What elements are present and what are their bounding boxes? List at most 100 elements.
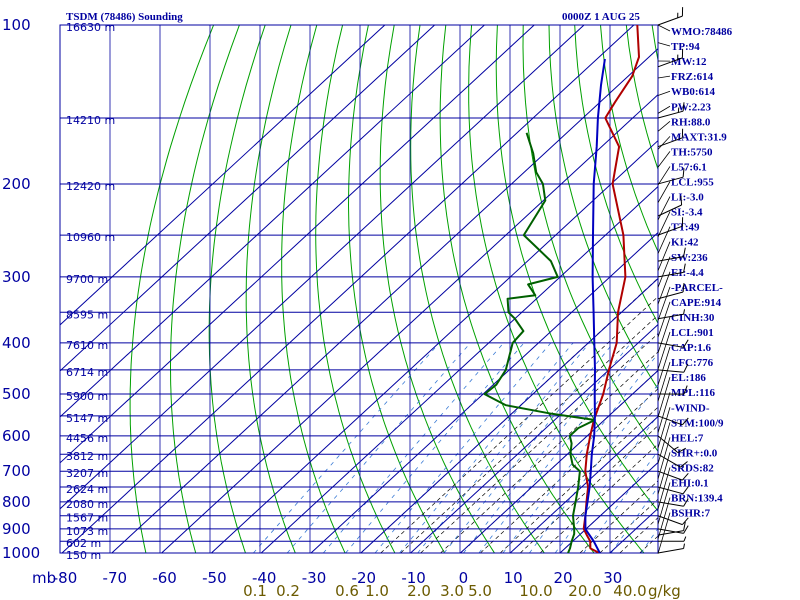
isotherm	[111, 47, 658, 553]
index-leader-line	[657, 256, 671, 288]
pressure-isobars	[59, 24, 659, 554]
wind-barb	[657, 435, 687, 454]
index-leader-line	[657, 120, 671, 132]
height-label: 9700 m	[66, 273, 108, 286]
height-label: 14210 m	[66, 114, 115, 127]
height-label: 1073 m	[66, 525, 108, 538]
stability-index: EL:186	[671, 372, 706, 384]
wind-barb	[657, 339, 689, 348]
dry-adiabat	[755, 25, 800, 553]
mixing-ratio-unit-label: g/kg	[648, 582, 681, 600]
index-leader-line	[657, 392, 671, 433]
isotherm	[60, 25, 435, 372]
stability-index: CAP:1.6	[671, 342, 712, 354]
wind-barb	[657, 168, 685, 185]
index-leader-line	[657, 361, 671, 402]
height-label: 150 m	[66, 549, 101, 562]
stability-index: LCL:901	[671, 327, 714, 339]
wind-barb	[657, 470, 689, 481]
isotherm	[509, 415, 658, 553]
isotherm	[260, 185, 658, 553]
stability-index: -WIND-	[671, 402, 710, 414]
index-leader-line	[657, 316, 671, 354]
dry-adiabat	[439, 25, 595, 553]
isotherm	[460, 369, 658, 553]
index-leader-line	[657, 166, 671, 186]
stability-index: BRN:139.4	[671, 493, 723, 505]
isotherm	[60, 25, 535, 464]
temperature-tick-label: 0	[459, 569, 469, 587]
stability-index: WMO:78486	[671, 26, 733, 38]
height-label: 12420 m	[66, 180, 115, 193]
mixing-ratio-tick-label: 10.0	[519, 582, 552, 600]
stability-index: EI:-4.4	[671, 267, 704, 279]
index-leader-line	[657, 136, 671, 150]
stability-index: KI:42	[671, 237, 699, 249]
isotherms	[60, 25, 658, 553]
height-label: 6714 m	[66, 366, 108, 379]
height-label: 2080 m	[66, 498, 108, 511]
wind-barb	[657, 195, 683, 217]
index-leader-line	[657, 377, 671, 418]
temperature-tick-label: -30	[302, 569, 327, 587]
mixing-ratio-line	[253, 342, 440, 553]
index-leader-line	[657, 75, 671, 79]
wind-barb	[657, 7, 684, 26]
stability-index: CINH:30	[671, 312, 715, 324]
mixing-ratio-line	[322, 342, 504, 553]
dewpoint-profile	[483, 132, 596, 553]
mixing-ratio-tick-label: 40.0	[613, 582, 646, 600]
mixing-ratio-tick-label: 0.1	[243, 582, 267, 600]
temperature-tick-label: -70	[103, 569, 128, 587]
index-leader-line	[657, 42, 671, 47]
chart-title: TSDM (78486) Sounding	[66, 11, 183, 23]
stability-index: BSHR:7	[671, 508, 711, 520]
index-leader-line	[657, 407, 671, 449]
mixing-ratio-tick-label: 20.0	[568, 582, 601, 600]
pressure-tick-label: 1000	[2, 544, 40, 562]
stability-index: PW:2.23	[671, 101, 712, 113]
valid-time: 0000Z 1 AUG 25	[562, 11, 640, 23]
index-leader-line	[657, 346, 671, 386]
height-label: 4456 m	[66, 432, 108, 445]
index-leader-line	[657, 211, 671, 238]
index-leader-line	[657, 422, 671, 464]
pressure-tick-label: 900	[2, 520, 31, 538]
isotherm	[60, 25, 386, 326]
wind-barb	[657, 283, 685, 300]
pressure-tick-label: 200	[2, 175, 31, 193]
pressure-tick-label: 400	[2, 334, 31, 352]
isotherm	[211, 139, 658, 553]
isotherm	[61, 25, 635, 553]
temperature-tick-label: -50	[202, 569, 227, 587]
wind-barb	[657, 486, 689, 495]
index-leader-line	[657, 181, 671, 203]
mixing-ratio-tick-label: 0.2	[276, 582, 300, 600]
pressure-unit-label: mb	[32, 569, 56, 587]
index-leader-line	[657, 271, 671, 305]
index-leader-line	[657, 226, 671, 254]
mixing-ratio-line	[345, 342, 525, 553]
moist-adiabat	[519, 425, 658, 553]
stability-index: MAXT:31.9	[671, 131, 727, 143]
index-leader-line	[657, 105, 671, 114]
index-leader-line	[657, 331, 671, 370]
height-label: 8595 m	[66, 308, 108, 321]
mixing-ratio-tick-label: 3.0	[440, 582, 464, 600]
temperature-tick-label: 10	[504, 569, 523, 587]
pressure-tick-label: 800	[2, 493, 31, 511]
stability-index: TH:5750	[671, 146, 713, 158]
wind-barb	[657, 521, 686, 536]
pressure-tick-label: 300	[2, 268, 31, 286]
stability-index: WB0:614	[671, 86, 716, 98]
height-label: 5900 m	[66, 390, 108, 403]
index-leader-line	[657, 301, 671, 338]
index-leader-line	[657, 24, 671, 32]
isotherm	[410, 323, 658, 553]
isotherm	[559, 461, 658, 553]
wind-barb	[657, 247, 686, 262]
temperature-tick-label: 20	[553, 569, 572, 587]
index-leader-line	[657, 241, 671, 271]
